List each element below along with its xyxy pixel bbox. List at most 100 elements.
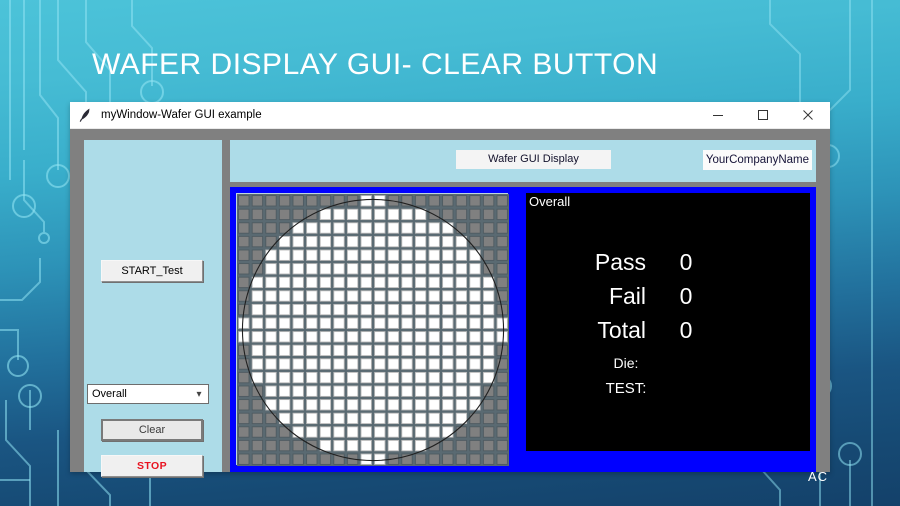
total-label: Total (597, 317, 646, 343)
wafer-die-cell (238, 412, 250, 425)
start-test-button[interactable]: START_Test (101, 260, 203, 282)
wafer-die-cell (265, 208, 277, 221)
wafer-die-cell (414, 426, 427, 438)
wafer-die-cell (306, 358, 318, 370)
wafer-die-cell (265, 222, 277, 234)
wafer-die-cell (265, 331, 277, 343)
wafer-die-cell (401, 385, 413, 397)
wafer-die-cell (346, 208, 359, 221)
wafer-die-cell (319, 195, 332, 207)
wafer-die-cell (306, 412, 318, 425)
wafer-die-cell (482, 331, 495, 343)
wafer-die-cell (482, 276, 495, 289)
wafer-die-cell (428, 426, 440, 438)
wafer-die-cell (319, 344, 332, 357)
wafer-die-cell (306, 290, 318, 302)
wafer-die-cell (292, 399, 304, 411)
wafer-die-cell (306, 317, 318, 329)
wafer-die-cell (333, 358, 345, 370)
wafer-die-cell (414, 303, 427, 316)
wafer-die-cell (238, 195, 250, 207)
wafer-die-cell (265, 399, 277, 411)
wafer-die-cell (333, 426, 345, 438)
wafer-map[interactable] (236, 193, 509, 466)
wafer-die-cell (455, 426, 468, 438)
wafer-die-cell (428, 249, 440, 261)
wafer-die-cell (387, 331, 400, 343)
wafer-die-cell (496, 276, 508, 289)
wafer-die-cell (401, 195, 413, 207)
fail-label: Fail (608, 283, 646, 309)
wafer-die-cell (251, 331, 264, 343)
wafer-die-cell (414, 208, 427, 221)
wafer-die-cell (238, 426, 250, 438)
wafer-die-cell (387, 263, 400, 275)
wafer-die-cell (265, 385, 277, 397)
stop-button[interactable]: STOP (101, 455, 203, 477)
wafer-die-cell (401, 276, 413, 289)
wafer-die-cell (346, 331, 359, 343)
stat-row-fail: Fail 0 (526, 283, 756, 310)
clear-button[interactable]: Clear (101, 419, 203, 441)
window-titlebar[interactable]: myWindow-Wafer GUI example (70, 102, 830, 129)
mode-select[interactable]: Overall ▾ (87, 384, 209, 404)
wafer-die-cell (482, 358, 495, 370)
wafer-die-cell (238, 439, 250, 452)
wafer-die-cell (414, 235, 427, 248)
wafer-die-cell (292, 358, 304, 370)
wafer-die-cell (442, 317, 454, 329)
wafer-die-cell (496, 317, 508, 329)
wafer-die-cell (319, 331, 332, 343)
close-icon[interactable] (785, 102, 830, 129)
wafer-die-cell (319, 208, 332, 221)
wafer-die-cell (278, 358, 291, 370)
wafer-die-cell (469, 222, 481, 234)
wafer-die-cell (360, 249, 372, 261)
wafer-die-cell (387, 222, 400, 234)
wafer-die-cell (428, 290, 440, 302)
wafer-die-cell (278, 317, 291, 329)
wafer-die-cell (292, 276, 304, 289)
wafer-die-cell (414, 453, 427, 465)
wafer-die-cell (414, 195, 427, 207)
wafer-die-cell (278, 426, 291, 438)
wafer-die-cell (482, 412, 495, 425)
wafer-die-cell (482, 290, 495, 302)
wafer-die-cell (251, 371, 264, 384)
maximize-icon[interactable] (740, 102, 785, 129)
wafer-die-cell (360, 426, 372, 438)
wafer-die-cell (265, 426, 277, 438)
wafer-die-cell (360, 399, 372, 411)
wafer-die-cell (319, 385, 332, 397)
wafer-die-cell (360, 222, 372, 234)
wafer-die-cell (455, 399, 468, 411)
wafer-die-cell (455, 208, 468, 221)
wafer-die-cell (401, 222, 413, 234)
wafer-die-cell (360, 208, 372, 221)
wafer-die-cell (292, 290, 304, 302)
wafer-die-cell (455, 222, 468, 234)
wafer-die-cell (469, 263, 481, 275)
wafer-die-cell (292, 331, 304, 343)
wafer-die-cell (251, 358, 264, 370)
wafer-die-cell (387, 276, 400, 289)
wafer-die-cell (238, 453, 250, 465)
wafer-die-cell (374, 426, 386, 438)
wafer-die-cell (482, 399, 495, 411)
wafer-die-cell (292, 195, 304, 207)
minimize-icon[interactable] (695, 102, 740, 129)
wafer-die-cell (482, 439, 495, 452)
wafer-die-cell (278, 371, 291, 384)
wafer-die-cell (251, 317, 264, 329)
wafer-die-cell (442, 371, 454, 384)
wafer-die-cell (374, 276, 386, 289)
wafer-die-cell (401, 358, 413, 370)
wafer-die-cell (469, 331, 481, 343)
wafer-die-cell (292, 344, 304, 357)
wafer-die-cell (306, 235, 318, 248)
wafer-die-cell (360, 235, 372, 248)
pass-label: Pass (594, 249, 646, 275)
wafer-die-cell (401, 331, 413, 343)
wafer-outline-circle (241, 198, 505, 462)
wafer-die-cell (442, 385, 454, 397)
